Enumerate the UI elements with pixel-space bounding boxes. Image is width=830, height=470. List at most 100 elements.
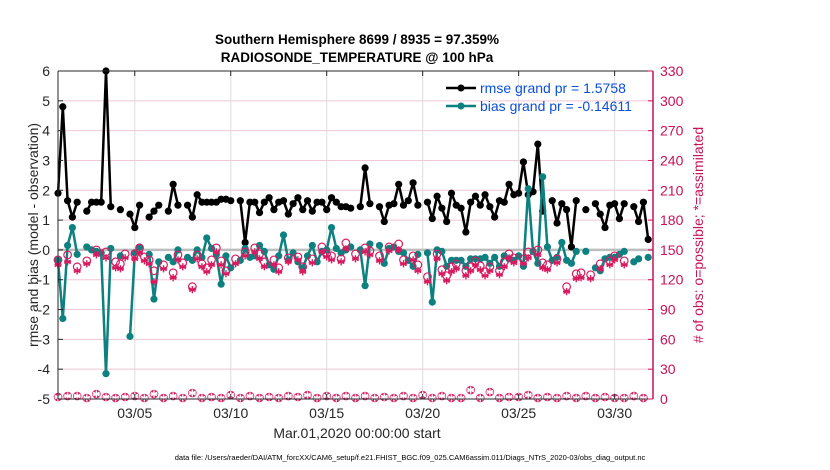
rmse-point — [116, 206, 124, 214]
low-count-obs-star — [188, 389, 196, 397]
low-count-obs-star — [399, 392, 408, 400]
bias-point — [515, 252, 523, 260]
rmse-point — [611, 200, 619, 208]
x-tick-label: 03/30 — [597, 405, 632, 421]
bias-point — [299, 264, 307, 272]
y-right-tick-label: 180 — [660, 212, 684, 228]
rmse-point — [591, 200, 600, 208]
rmse-point — [548, 197, 556, 205]
assimilated-obs-marker — [510, 259, 518, 267]
low-count-obs-star — [582, 392, 590, 400]
rmse-point — [279, 197, 288, 205]
bias-point — [572, 247, 580, 255]
y-tick-label: 4 — [42, 123, 50, 139]
rmse-point — [299, 206, 307, 214]
rmse-point — [59, 103, 67, 111]
bias-point — [255, 241, 264, 250]
assimilated-obs-marker — [399, 260, 408, 268]
rmse-point — [553, 219, 561, 227]
y-right-tick-label: 210 — [660, 182, 684, 198]
rmse-point — [188, 213, 196, 221]
rmse-point — [361, 164, 369, 172]
rmse-point — [601, 223, 609, 232]
rmse-point — [534, 140, 542, 148]
bias-point — [279, 231, 288, 239]
chart-title: Southern Hemisphere 8699 / 8935 = 97.359… — [215, 32, 499, 47]
ticks: -5-4-3-2-1012345603060901201501802102402… — [38, 63, 684, 421]
assimilated-obs-marker — [414, 267, 422, 275]
low-count-obs-star — [284, 392, 292, 400]
bias-point — [59, 314, 67, 323]
rmse-point — [630, 203, 638, 211]
data-file-footer: data file: /Users/raeder/DAI/ATM_forcXX/… — [175, 453, 646, 462]
bias-point — [620, 247, 628, 255]
y-right-tick-label: 30 — [660, 361, 676, 377]
rmse-point — [447, 189, 456, 197]
assimilated-obs-marker — [366, 251, 374, 259]
bias-point — [260, 247, 268, 255]
rmse-point — [356, 203, 364, 211]
assimilated-obs-marker — [433, 255, 441, 263]
assimilated-obs-marker — [596, 265, 604, 273]
x-tick-label: 03/25 — [501, 405, 536, 421]
assimilated-obs-marker — [375, 257, 384, 265]
assimilated-obs-marker — [351, 255, 360, 263]
assimilated-obs-marker — [476, 266, 484, 274]
assimilated-obs-marker — [505, 254, 513, 262]
rmse-point — [73, 198, 81, 206]
y-tick-label: 3 — [42, 152, 50, 168]
assimilated-obs-marker — [116, 265, 124, 273]
assimilated-obs-marker — [260, 263, 268, 271]
rmse-point — [443, 217, 451, 226]
rmse-point — [126, 210, 134, 218]
assimilated-obs-marker — [241, 252, 249, 260]
assimilated-obs-marker — [207, 261, 216, 269]
rmse-point — [639, 198, 648, 206]
rmse-point — [308, 207, 316, 215]
y-tick-label: 0 — [42, 242, 50, 258]
assimilated-obs-marker — [486, 267, 494, 275]
assimilated-obs-marker — [308, 259, 316, 267]
bias-point — [217, 280, 225, 288]
assimilated-obs-marker — [174, 256, 182, 264]
bias-point — [102, 370, 110, 378]
assimilated-obs-marker — [462, 272, 470, 280]
assimilated-obs-marker — [553, 259, 561, 267]
y-tick-label: -5 — [38, 391, 51, 407]
assimilated-obs-marker — [135, 249, 144, 257]
low-count-obs-star — [121, 393, 129, 401]
assimilated-obs-marker — [438, 270, 446, 278]
assimilated-obs-marker — [169, 274, 177, 282]
rmse-point — [428, 215, 436, 223]
assimilated-obs-marker — [563, 288, 571, 296]
bias-point — [524, 185, 532, 193]
bias-point — [543, 243, 552, 251]
low-count-obs-star — [467, 386, 475, 394]
low-count-obs-star — [73, 392, 81, 400]
bias-point — [313, 258, 321, 266]
y-right-tick-label: 90 — [660, 302, 676, 318]
assimilated-obs-marker — [495, 271, 504, 279]
y-right-tick-label: 240 — [660, 152, 684, 168]
assimilated-obs-marker — [270, 261, 278, 269]
bias-point — [126, 332, 134, 340]
rmse-point — [303, 197, 312, 205]
low-count-obs-star — [246, 392, 254, 400]
bias-point — [332, 244, 340, 253]
rmse-point — [491, 213, 499, 221]
legend-bias-label: bias grand pr = -0.14611 — [480, 98, 632, 114]
y-axis-right-label: # of obs: o=possible; *=assimilated — [690, 127, 706, 343]
assimilated-obs-marker — [294, 256, 302, 264]
rmse-point — [515, 189, 523, 197]
rmse-point — [433, 192, 441, 200]
low-count-obs-star — [630, 392, 638, 400]
assimilated-obs-marker — [543, 266, 552, 274]
assimilated-obs-marker — [193, 255, 201, 263]
bias-point — [155, 258, 163, 266]
x-tick-label: 03/05 — [117, 405, 152, 421]
rmse-point — [596, 210, 604, 218]
rmse-point — [332, 198, 340, 206]
rmse-point — [457, 204, 465, 212]
low-count-obs-star — [294, 393, 302, 401]
assimilated-obs-marker — [73, 267, 81, 275]
